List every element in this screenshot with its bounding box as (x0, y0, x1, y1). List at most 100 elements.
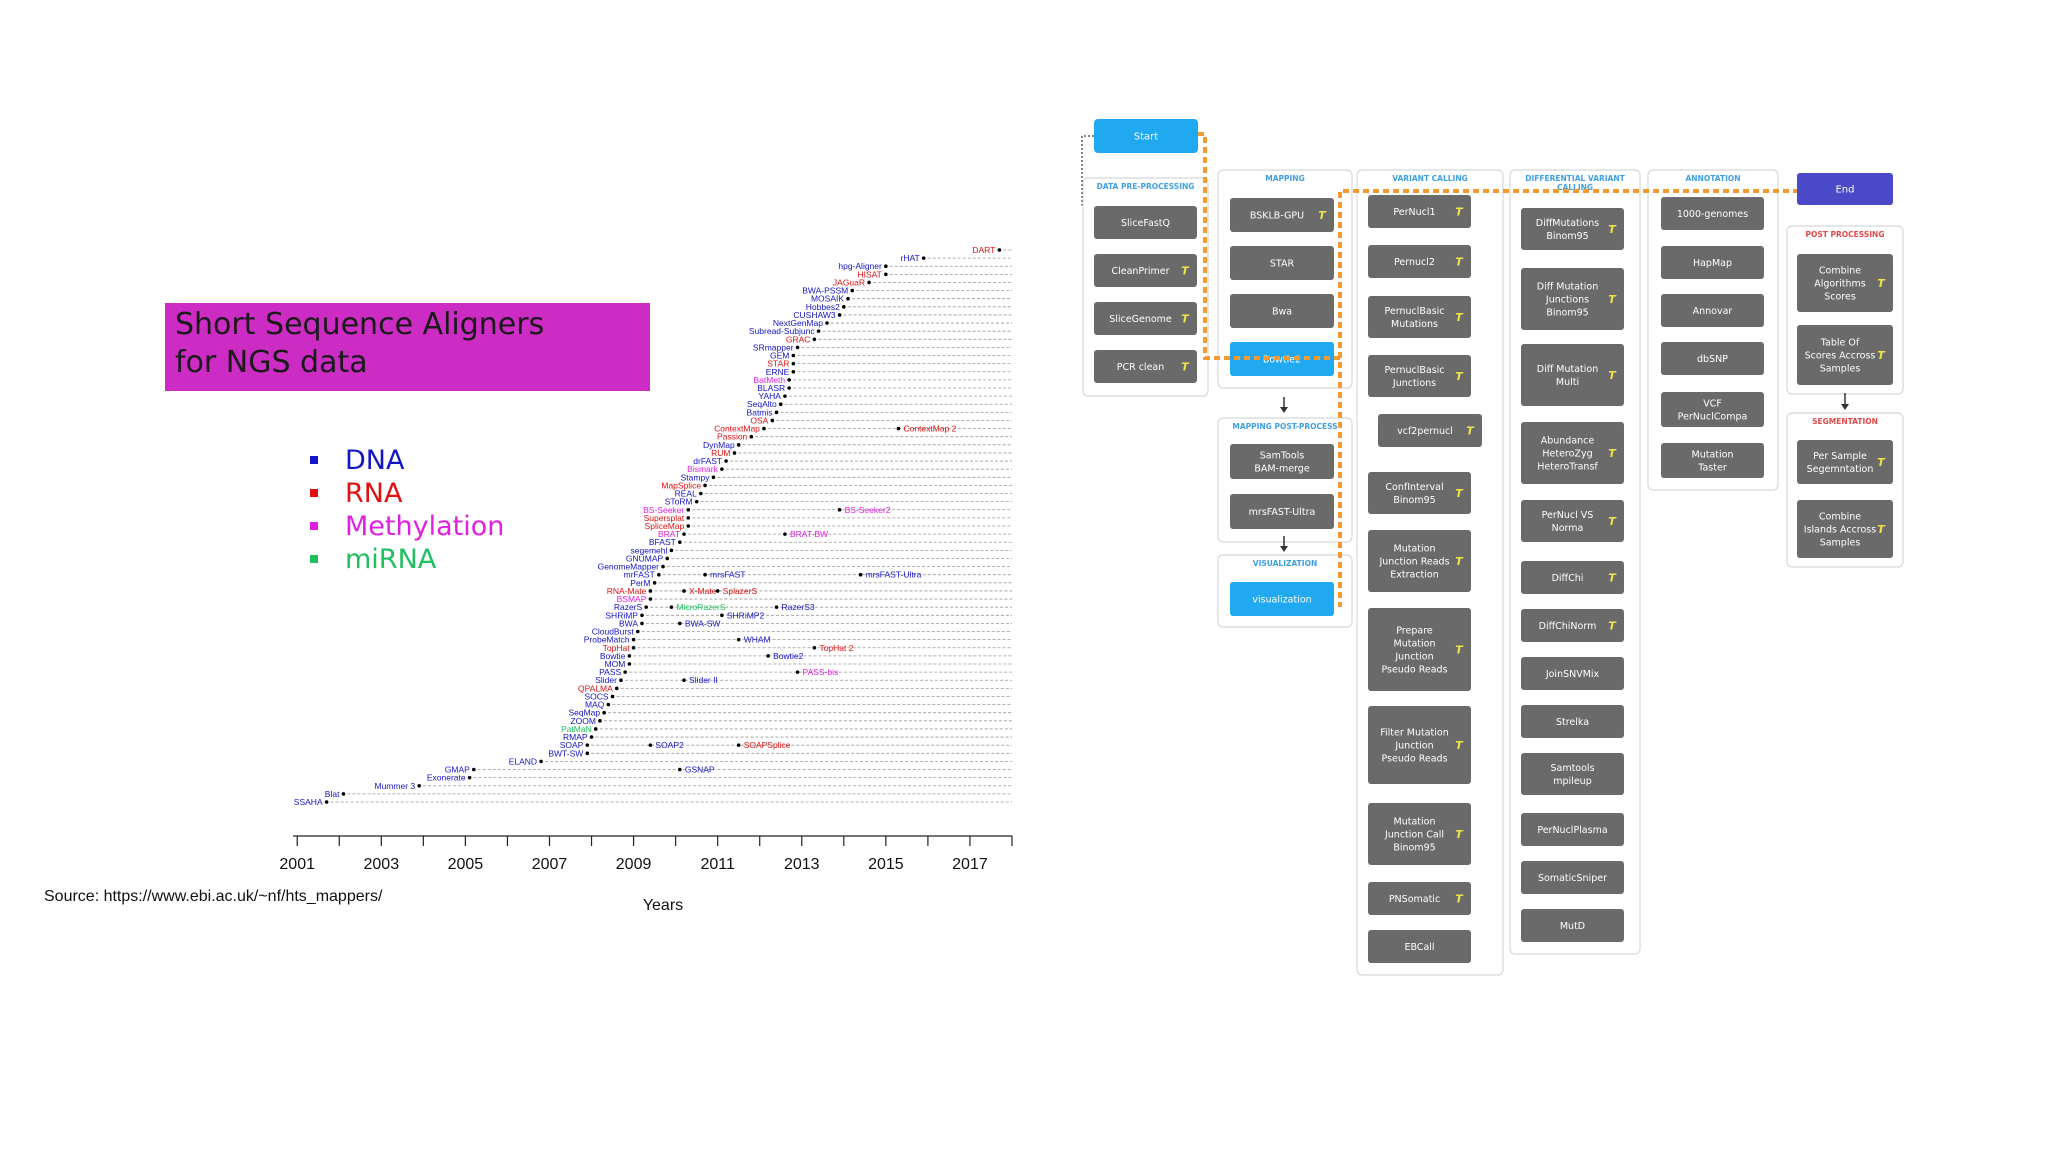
step-joinsnvmix[interactable]: JoinSNVMix (1521, 657, 1624, 690)
legend-label-methylation: Methylation (345, 511, 505, 542)
step-vcf2pernucl[interactable]: vcf2pernucl T (1378, 414, 1482, 447)
step-mutation-taster[interactable]: Mutation Taster (1661, 443, 1764, 478)
step-pernuclbasic-mutations[interactable]: PernuclBasic Mutations T (1368, 296, 1471, 338)
step-pernuclplasma[interactable]: PerNuclPlasma (1521, 813, 1624, 846)
tool-label: Slider II (689, 675, 718, 685)
step-mutation-junction-reads-extraction[interactable]: Mutation Junction Reads Extraction T (1368, 530, 1471, 592)
box-label-line: JoinSNVMix (1545, 669, 1600, 680)
step-ebcall[interactable]: EBCall (1368, 930, 1471, 963)
box-label-line: MutD (1560, 921, 1585, 932)
step-diffmutations-binom95[interactable]: DiffMutations Binom95 T (1521, 208, 1624, 250)
step-slicegenome[interactable]: SliceGenome T (1094, 302, 1197, 335)
step-star[interactable]: STAR (1230, 246, 1334, 280)
tool-point (694, 499, 699, 504)
tool-label: BRAT-BW (790, 529, 828, 539)
tool-label: GEM (770, 351, 789, 361)
tool-point (648, 597, 653, 601)
step-somaticsniper[interactable]: SomaticSniper (1521, 861, 1624, 894)
step-vcf-pernuclcompa[interactable]: VCF PerNuclCompa (1661, 392, 1764, 427)
step-hapmap[interactable]: HapMap (1661, 246, 1764, 279)
step-pernucl-vs-norma[interactable]: PerNucl VS Norma T (1521, 500, 1624, 542)
flag-icon: T (1455, 555, 1464, 568)
tool-label: PASS (599, 667, 621, 677)
tool-point (593, 727, 598, 731)
box-label-line: Mutation (1394, 816, 1436, 827)
step-confinterval-binom95[interactable]: ConfInterval Binom95 T (1368, 472, 1471, 514)
step-samtools-bam-merge[interactable]: SamTools BAM-merge (1230, 444, 1334, 479)
panel-title: ANNOTATION (1685, 174, 1740, 183)
start-node[interactable]: Start (1094, 119, 1198, 153)
end-box (1797, 173, 1893, 205)
tool-point (467, 775, 472, 780)
step-box (1521, 561, 1624, 594)
tool-label: PatMaN (561, 724, 592, 734)
step-slicefastq[interactable]: SliceFastQ (1094, 206, 1197, 239)
step-annovar[interactable]: Annovar (1661, 294, 1764, 327)
end-node[interactable]: End (1797, 173, 1893, 205)
tool-point (678, 621, 682, 626)
step-diff-mutation-multi[interactable]: Diff Mutation Multi T (1521, 344, 1624, 406)
step-box (1521, 609, 1624, 642)
step-strelka[interactable]: Strelka (1521, 705, 1624, 738)
tool-label: BWA (619, 618, 638, 628)
box-label-line: visualization (1252, 594, 1311, 605)
step-prepare-mutation-junction-pseudo-reads[interactable]: Prepare Mutation Junction Pseudo Reads T (1368, 608, 1471, 691)
step-diffchinorm[interactable]: DiffChiNorm T (1521, 609, 1624, 642)
step-mutation-junction-call-binom95[interactable]: Mutation Junction Call Binom95 T (1368, 803, 1471, 865)
tool-point (812, 645, 817, 650)
step-box (1368, 930, 1471, 963)
step-bsklb-gpu[interactable]: BSKLB-GPU T (1230, 198, 1334, 232)
step-visualization[interactable]: visualization (1230, 582, 1334, 616)
step-samtools-mpileup[interactable]: Samtools mpileup (1521, 753, 1624, 795)
step-bowtie2[interactable]: Bowtie2 (1230, 342, 1334, 376)
step-bwa[interactable]: Bwa (1230, 294, 1334, 328)
tool-point (711, 475, 716, 480)
step-pnsomatic[interactable]: PNSomatic T (1368, 882, 1471, 915)
flag-icon: T (1181, 361, 1190, 374)
step-mutd[interactable]: MutD (1521, 909, 1624, 942)
step-combine-islands-accross-samples[interactable]: Combine Islands Accross Samples T (1797, 500, 1893, 558)
step-box (1094, 350, 1197, 383)
tool-point (783, 394, 787, 398)
step-pcr-clean[interactable]: PCR clean T (1094, 350, 1197, 383)
tool-label: BS-Seeker2 (845, 505, 891, 515)
tool-label: ContextMap (714, 424, 760, 434)
tool-point (736, 637, 741, 642)
step-cleanprimer[interactable]: CleanPrimer T (1094, 254, 1197, 287)
tool-point (417, 783, 421, 788)
box-label-line: Mutation (1394, 543, 1436, 554)
tool-label: OSA (750, 415, 768, 425)
tool-point (661, 564, 665, 569)
source-citation: Source: https://www.ebi.ac.uk/~nf/hts_ma… (44, 888, 383, 905)
tool-point (884, 264, 888, 269)
legend-swatch-mirna (310, 555, 318, 563)
step-abundance-heterozyg-heterotransf[interactable]: Abundance HeteroZyg HeteroTransf T (1521, 422, 1624, 484)
step-mrsfast-ultra[interactable]: mrsFAST-Ultra (1230, 494, 1334, 529)
aligner-timeline-chart: 2001 2003 2005 2007 2009 2011 2013 2015 2017 Year… (279, 245, 1013, 914)
step-pernucl2[interactable]: Pernucl2 T (1368, 245, 1471, 278)
step-pernuclbasic-junctions[interactable]: PernuclBasic Junctions T (1368, 355, 1471, 397)
box-label-line: PernuclBasic (1384, 306, 1444, 317)
tool-point (732, 451, 737, 455)
panel-title: CALLING (1557, 183, 1593, 192)
step-diff-mutation-junctions-binom95[interactable]: Diff Mutation Junctions Binom95 T (1521, 268, 1624, 330)
step-combine-algorithms-scores[interactable]: Combine Algorithms Scores T (1797, 254, 1893, 312)
flag-icon: T (1608, 223, 1617, 236)
tool-label: GMAP (445, 765, 470, 775)
step-filter-mutation-junction-pseudo-reads[interactable]: Filter Mutation Junction Pseudo Reads T (1368, 706, 1471, 784)
tool-label: DART (972, 245, 995, 255)
tool-label: BWT-SW (548, 748, 583, 758)
step-diffchi[interactable]: DiffChi T (1521, 561, 1624, 594)
flag-icon: T (1455, 644, 1464, 657)
step-dbsnp[interactable]: dbSNP (1661, 342, 1764, 375)
step-pernucl1[interactable]: PerNucl1 T (1368, 195, 1471, 228)
step-box (1521, 861, 1624, 894)
tool-label: GRAC (786, 334, 811, 344)
step-table-of-scores-accross-samples[interactable]: Table Of Scores Accross Samples T (1797, 325, 1893, 385)
tool-label: ProbeMatch (584, 635, 630, 645)
box-label-line: PNSomatic (1389, 894, 1440, 905)
tool-point (652, 581, 657, 585)
tool-point (720, 613, 724, 618)
step-1000-genomes[interactable]: 1000-genomes (1661, 197, 1764, 230)
